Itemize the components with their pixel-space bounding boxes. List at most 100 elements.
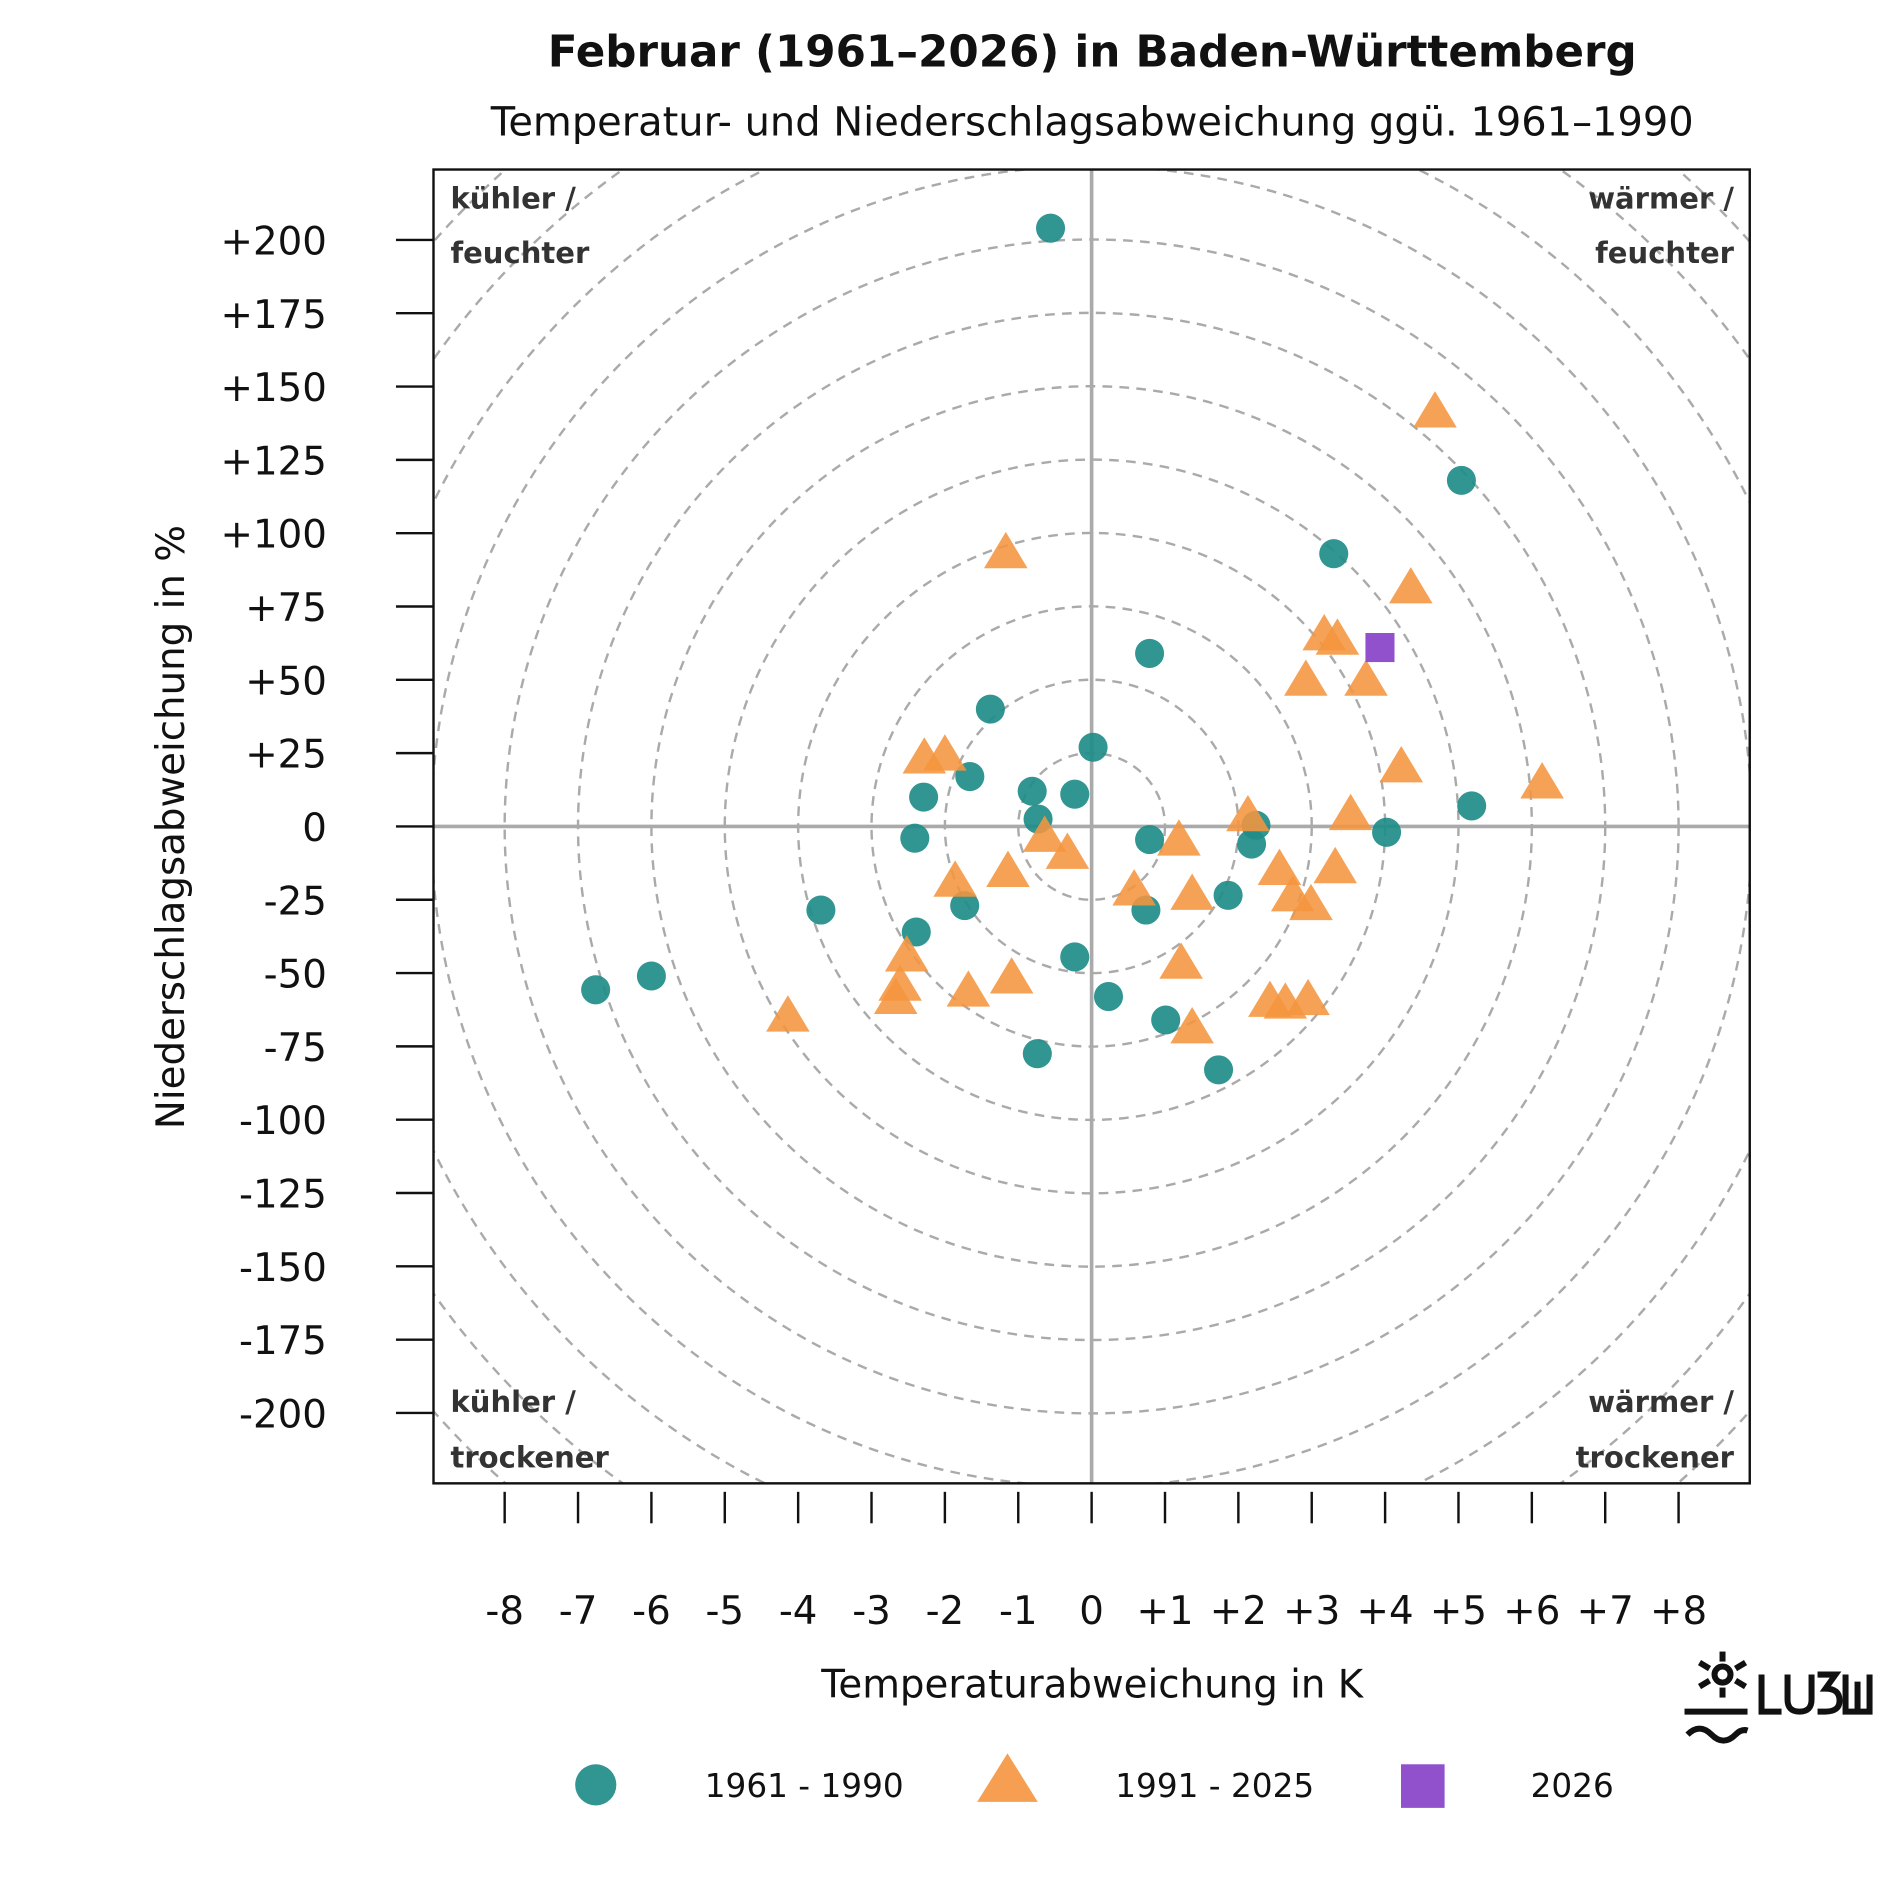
point-1991-2025 [986, 850, 1030, 888]
point-1961-1990 [1135, 638, 1165, 668]
legend-label-1991-2025: 1991 - 2025 [1115, 1767, 1314, 1805]
y-tick-label: +200 [221, 219, 327, 264]
lubw-logo [1684, 1651, 1873, 1744]
point-1961-1990 [975, 694, 1005, 724]
y-axis: +200 +175 +150 +125 +100 +75 +50 +25 0 -25 -50 -75 -… [221, 219, 434, 1437]
x-tick-label: 0 [1079, 1589, 1104, 1634]
x-tick-label: -5 [705, 1589, 744, 1634]
point-1991-2025 [1157, 819, 1201, 856]
point-1991-2025 [1413, 391, 1457, 428]
point-1991-2025 [1226, 794, 1270, 832]
y-tick-label: +25 [245, 733, 327, 778]
point-1991-2025 [989, 957, 1034, 994]
legend: 1961 - 1990 1991 - 2025 2026 [575, 1753, 1614, 1808]
point-1991-2025 [766, 995, 810, 1032]
point-1961-1990 [806, 895, 836, 925]
x-tick-label: +4 [1357, 1589, 1414, 1634]
point-1991-2025 [1344, 659, 1388, 696]
point-1961-1990 [636, 961, 666, 991]
x-tick-label: -6 [632, 1589, 671, 1634]
point-1991-2025 [1022, 815, 1067, 852]
point-1961-1990 [1213, 880, 1243, 910]
point-1991-2025 [1289, 883, 1333, 921]
point-1961-1990 [1446, 465, 1476, 495]
quad-bottom-right-2: trockener [1576, 1441, 1735, 1475]
point-1961-1990 [1060, 942, 1090, 972]
point-1991-2025 [873, 977, 918, 1014]
point-1991-2025 [1170, 873, 1214, 910]
point-1961-1990 [1036, 213, 1066, 243]
x-tick-label: -4 [779, 1589, 818, 1634]
x-tick-label: +6 [1503, 1589, 1560, 1634]
legend-circle-icon [575, 1764, 617, 1806]
y-tick-label: -50 [264, 953, 327, 998]
y-tick-label: -100 [239, 1099, 327, 1144]
quad-bottom-left-1: kühler / [450, 1385, 576, 1419]
y-tick-label: +150 [221, 366, 327, 411]
legend-label-2026: 2026 [1531, 1767, 1614, 1805]
x-tick-label: +7 [1577, 1589, 1634, 1634]
point-1961-1990 [950, 891, 980, 921]
x-axis: -8 -7 -6 -5 -4 -3 -2 -1 0 +1 +2 +3 +4 +5 +6 +7 +8 [485, 1491, 1707, 1634]
point-1961-1990 [909, 782, 939, 812]
point-1961-1990 [1204, 1055, 1234, 1085]
point-1961-1990 [1022, 1039, 1052, 1069]
y-tick-label: -200 [239, 1392, 327, 1437]
point-1961-1990 [581, 975, 611, 1005]
point-1961-1990 [1093, 982, 1124, 1012]
y-tick-label: +100 [221, 513, 327, 558]
x-tick-label: +1 [1136, 1589, 1193, 1634]
y-tick-label: -175 [239, 1319, 327, 1364]
x-tick-label: +5 [1430, 1589, 1487, 1634]
x-tick-label: +8 [1650, 1589, 1707, 1634]
x-tick-label: -2 [926, 1589, 965, 1634]
point-1961-1990 [1078, 732, 1108, 762]
quad-top-left-2: feuchter [450, 236, 589, 270]
point-1961-1990 [1151, 1005, 1181, 1035]
point-1991-2025 [946, 970, 991, 1007]
y-tick-label: +75 [245, 586, 327, 631]
quad-bottom-right-1: wärmer / [1588, 1385, 1734, 1419]
quadrant-labels: kühler / feuchter wärmer / feuchter kühl… [450, 181, 1734, 1474]
point-1991-2025 [923, 734, 967, 771]
point-1991-2025 [884, 935, 929, 972]
point-1961-1990 [1017, 776, 1047, 806]
y-tick-label: -150 [239, 1246, 327, 1291]
point-1991-2025 [1170, 1006, 1214, 1044]
zero-axes [433, 169, 1750, 1484]
point-1991-2025 [1284, 659, 1328, 696]
x-tick-label: -3 [852, 1589, 891, 1634]
chart-title: Februar (1961–2026) in Baden-Württemberg [548, 28, 1637, 78]
quad-top-right-2: feuchter [1595, 236, 1734, 270]
point-1961-1990 [1237, 829, 1267, 859]
x-axis-label: Temperaturabweichung in K [820, 1663, 1364, 1708]
x-tick-label: +3 [1283, 1589, 1340, 1634]
quad-top-left-1: kühler / [450, 181, 576, 215]
y-tick-label: +175 [221, 293, 327, 338]
point-1991-2025 [1112, 869, 1156, 906]
point-1991-2025 [1257, 848, 1302, 885]
y-axis-label: Niederschlagsabweichung in % [149, 525, 194, 1129]
legend-label-1961-1990: 1961 - 1990 [705, 1767, 904, 1805]
point-1961-1990 [1135, 825, 1165, 855]
point-1991-2025 [1045, 832, 1090, 869]
point-1991-2025 [1159, 942, 1203, 979]
point-1961-1990 [1457, 791, 1487, 821]
x-tick-label: +2 [1210, 1589, 1267, 1634]
chart-subtitle: Temperatur- und Niederschlagsabweichung … [490, 100, 1694, 146]
quad-bottom-left-2: trockener [450, 1441, 609, 1475]
point-1991-2025 [933, 860, 977, 897]
point-1991-2025 [1388, 567, 1433, 604]
point-1991-2025 [1520, 762, 1564, 799]
y-tick-label: -125 [239, 1173, 327, 1218]
point-1991-2025 [1286, 978, 1330, 1016]
point-1991-2025 [1315, 618, 1360, 655]
y-tick-label: +125 [221, 439, 327, 484]
legend-triangle-icon [977, 1753, 1038, 1802]
y-tick-label: -75 [264, 1026, 327, 1071]
quad-top-right-1: wärmer / [1588, 181, 1734, 215]
point-1991-2025 [1379, 745, 1424, 783]
point-1991-2025 [1328, 793, 1373, 831]
point-1991-2025 [983, 531, 1028, 569]
